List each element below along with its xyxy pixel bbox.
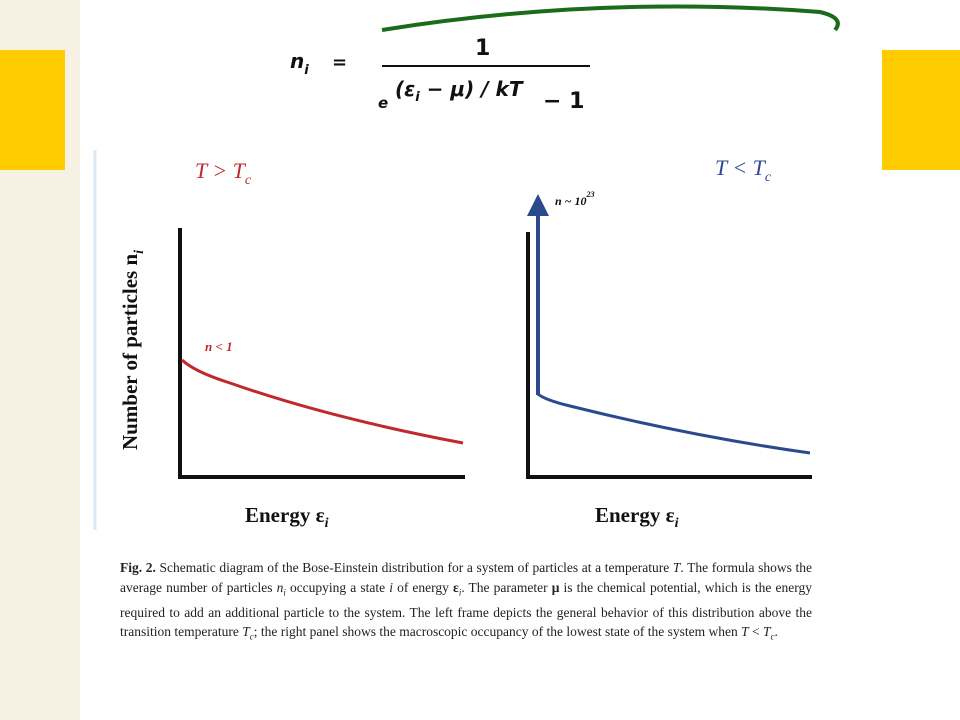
caption-run: T <box>741 624 749 640</box>
formula-minus-one: − 1 <box>543 89 584 114</box>
axes <box>178 228 465 479</box>
x-axis-label: Energy εi <box>245 503 329 531</box>
arrow-head <box>527 194 549 216</box>
caption-run: of energy <box>392 579 454 595</box>
annotation: n < 1 <box>205 339 233 354</box>
caption-run: μ <box>551 579 560 595</box>
caption-run: i <box>458 587 462 598</box>
formula-lhs: ni <box>290 49 309 78</box>
formula-numerator: 1 <box>475 36 490 61</box>
caption-run: . The formula shows the average number o… <box>120 560 813 595</box>
caption-run: . <box>774 624 778 640</box>
caption-run: . The parameter <box>461 579 552 595</box>
distribution-curve <box>180 358 464 445</box>
annotation: n ~ 1023 <box>555 190 595 208</box>
y-axis-label: Number of particles ni <box>118 250 147 450</box>
caption-run: c <box>770 631 775 642</box>
caption-label: Fig. 2. <box>120 560 156 575</box>
caption-run: < <box>748 624 763 640</box>
formula-exponent: (εi − μ) / kT <box>395 77 524 105</box>
accent-left <box>0 50 65 170</box>
formula-base: e <box>378 94 388 112</box>
caption-run: ε <box>453 579 459 595</box>
axes <box>526 232 812 479</box>
formula: ni = 1 e (εi − μ) / kT − 1 <box>290 36 590 114</box>
caption-run: i <box>283 587 286 598</box>
distribution-curve <box>537 392 811 455</box>
caption-run: T <box>763 624 771 640</box>
caption-run: i <box>389 579 393 595</box>
caption-run: n <box>276 579 284 595</box>
caption-run: occupying a state <box>285 579 390 595</box>
x-axis-label: Energy εi <box>595 503 679 531</box>
caption: Fig. 2. Schematic diagram of the Bose-Ei… <box>120 558 812 647</box>
green-arc <box>381 4 840 32</box>
caption-run: is the chemical potential, which is the … <box>120 579 812 640</box>
caption-run: Schematic diagram of the Bose-Einstein d… <box>159 560 673 575</box>
caption-run: T <box>672 560 681 575</box>
formula-equals: = <box>332 52 347 73</box>
panel-title: T > Tc <box>195 158 252 188</box>
caption-run: ; the right panel shows the macroscopic … <box>253 624 742 640</box>
accent-right <box>882 50 960 170</box>
caption-run: T <box>242 624 250 640</box>
panel-title: T < Tc <box>715 155 772 185</box>
caption-run: c <box>249 631 254 642</box>
